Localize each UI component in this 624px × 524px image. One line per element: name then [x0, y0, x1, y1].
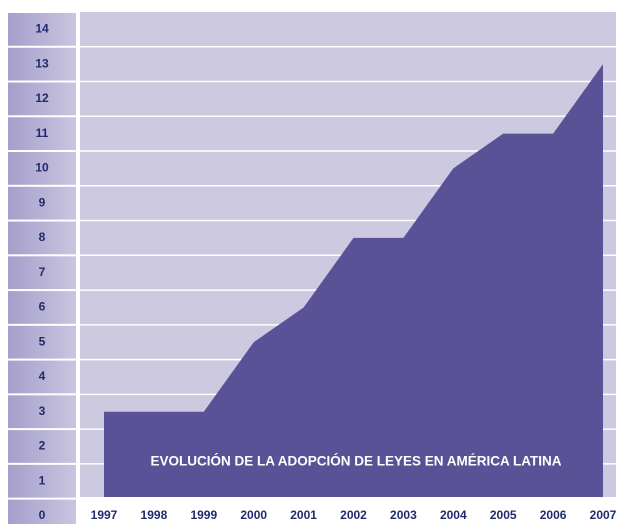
y-tick-label: 9: [39, 195, 46, 209]
area: [104, 64, 603, 497]
y-tick-label: 1: [39, 473, 46, 487]
y-tick-box: [8, 291, 76, 324]
y-tick-box: [8, 152, 76, 185]
x-tick-label: 2001: [290, 508, 317, 522]
y-tick-label: 14: [35, 22, 49, 36]
y-tick-box: [8, 221, 76, 255]
y-tick-box: [8, 256, 76, 290]
y-tick-box: [8, 13, 76, 46]
y-tick-box: [8, 82, 76, 116]
area-group: [104, 64, 603, 497]
x-tick-label: 1999: [190, 508, 217, 522]
y-tick-label: 11: [36, 126, 49, 140]
y-tick-label: 13: [35, 56, 49, 70]
y-tick-box: [8, 395, 76, 429]
x-tick-label: 2004: [440, 508, 467, 522]
y-tick-label: 2: [39, 439, 46, 453]
x-tick-label: 2005: [490, 508, 517, 522]
y-tick-label: 0: [39, 508, 46, 522]
y-tick-box: [8, 47, 76, 81]
y-tick-box: [8, 186, 76, 220]
y-tick-label: 6: [39, 300, 46, 314]
y-tick-box: [8, 430, 76, 463]
y-tick-label: 12: [35, 91, 49, 105]
y-tick-label: 7: [39, 265, 46, 279]
y-tick-label: 3: [39, 404, 46, 418]
y-tick-box: [8, 117, 76, 151]
y-tick-label: 4: [39, 369, 46, 383]
x-tick-label: 2002: [340, 508, 367, 522]
y-tick-label: 10: [35, 161, 49, 175]
y-tick-box: [8, 325, 76, 359]
x-tick-label: 1997: [91, 508, 118, 522]
y-tick-label: 5: [39, 334, 46, 348]
y-tick-box: [8, 499, 76, 524]
x-tick-label: 2000: [240, 508, 267, 522]
y-tick-box: [8, 464, 76, 498]
x-tick-label: 2003: [390, 508, 417, 522]
y-tick-label: 8: [39, 230, 46, 244]
y-tick-box: [8, 360, 76, 394]
x-tick-label: 2006: [540, 508, 567, 522]
chart-title: EVOLUCIÓN DE LA ADOPCIÓN DE LEYES EN AMÉ…: [150, 454, 561, 469]
x-tick-label: 2007: [590, 508, 617, 522]
x-tick-label: 1998: [141, 508, 168, 522]
